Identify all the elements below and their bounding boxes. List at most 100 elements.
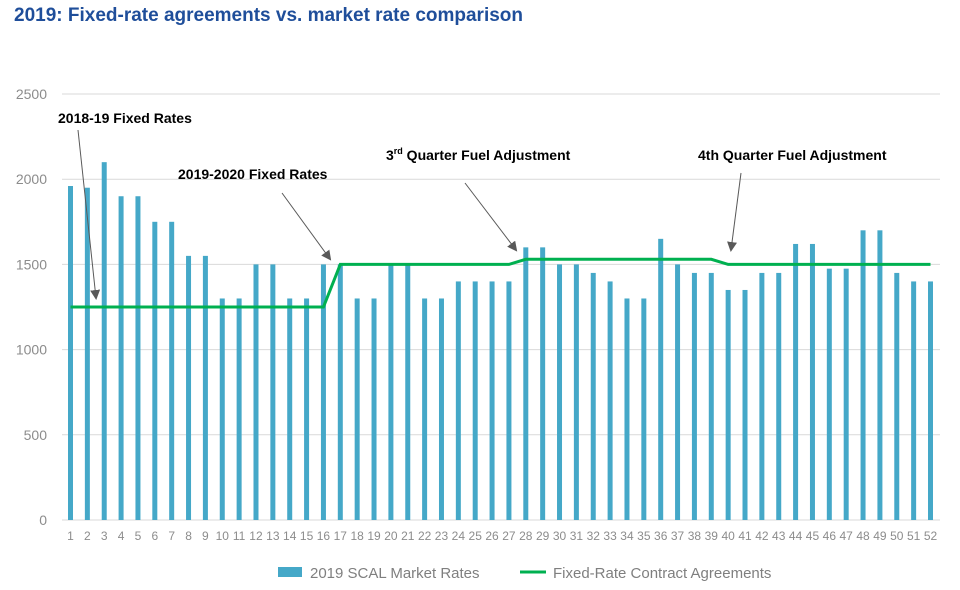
bar-week-7 [169,221,175,521]
x-tick-label: 22 [418,529,432,543]
annotation-arrow [77,129,101,300]
x-tick-label: 17 [334,529,348,543]
y-tick-label: 500 [24,427,48,443]
x-tick-label: 34 [620,529,634,543]
x-tick-label: 10 [216,529,230,543]
bar-week-51 [911,281,917,520]
bar-week-47 [843,268,849,520]
x-tick-label: 14 [283,529,297,543]
bar-week-1 [68,186,73,521]
x-tick-label: 13 [266,529,280,543]
bar-week-19 [371,298,377,520]
x-tick-label: 51 [907,529,921,543]
x-tick-label: 35 [637,529,651,543]
annotation-2018-19: 2018-19 Fixed Rates [58,110,192,126]
bar-week-6 [152,221,158,521]
bar-week-45 [809,243,815,520]
bar-week-27 [506,281,512,520]
legend: 2019 SCAL Market Rates Fixed-Rate Contra… [278,565,771,582]
x-tick-label: 9 [202,529,209,543]
bar-week-37 [675,264,681,520]
x-tick-label: 37 [671,529,685,543]
x-tick-label: 21 [401,529,415,543]
legend-label-market: 2019 SCAL Market Rates [310,565,480,582]
y-tick-label: 1000 [16,342,47,358]
x-tick-label: 45 [806,529,820,543]
bar-week-21 [405,264,411,520]
bar-week-42 [759,272,765,520]
bar-week-22 [422,298,428,520]
fixed-rate-line [70,257,931,309]
bar-week-28 [523,247,529,521]
bar-week-48 [860,230,866,520]
x-tick-label: 41 [738,529,752,543]
bar-week-38 [691,272,697,520]
annotation-q3-rest: Quarter Fuel Adjustment [403,147,571,163]
chart-title: 2019: Fixed-rate agreements vs. market r… [14,5,524,26]
legend-swatch-bar [278,567,302,577]
bar-week-35 [641,298,647,520]
x-tick-label: 15 [300,529,314,543]
legend-label-fixed: Fixed-Rate Contract Agreements [553,565,771,582]
x-tick-label: 26 [485,529,499,543]
x-tick-label: 20 [384,529,398,543]
x-tick-label: 8 [185,529,192,543]
bar-week-52 [928,281,933,520]
bar-week-40 [725,289,731,520]
x-tick-label: 39 [705,529,719,543]
bar-week-18 [354,298,360,520]
x-tick-label: 33 [603,529,617,543]
x-tick-label: 1 [67,529,74,543]
x-tick-label: 40 [721,529,735,543]
bar-week-15 [304,298,310,520]
bar-week-43 [776,272,782,520]
x-tick-label: 52 [924,529,938,543]
annotation-q3-num: 3 [386,147,394,163]
annotation-arrow [727,172,742,252]
bar-week-24 [455,281,461,520]
bar-week-34 [624,298,630,520]
bar-week-46 [826,268,832,520]
bar-week-32 [590,272,596,520]
annotation-2019-2020: 2019-2020 Fixed Rates [178,166,328,182]
x-tick-label: 23 [435,529,449,543]
x-tick-label: 16 [317,529,331,543]
x-tick-label: 28 [519,529,533,543]
x-tick-label: 49 [873,529,887,543]
bar-week-16 [320,264,326,520]
annotation-q4: 4th Quarter Fuel Adjustment [698,147,887,163]
x-tick-label: 7 [168,529,175,543]
bar-week-17 [337,264,343,520]
annotation-q3: 3rd Quarter Fuel Adjustment [386,146,571,163]
bar-week-23 [438,298,444,520]
bar-week-8 [186,255,192,520]
x-tick-label: 2 [84,529,91,543]
x-tick-label: 44 [789,529,803,543]
bar-week-11 [236,298,242,520]
x-tick-label: 43 [772,529,786,543]
x-tick-label: 48 [856,529,870,543]
bar-week-14 [287,298,293,520]
x-tick-label: 4 [118,529,125,543]
bar-week-2 [84,187,90,520]
bar-week-10 [219,298,225,520]
bar-week-29 [540,247,546,521]
x-tick-label: 3 [101,529,108,543]
x-tick-label: 50 [890,529,904,543]
y-tick-label: 0 [39,512,47,528]
x-tick-label: 18 [350,529,364,543]
bar-week-4 [118,196,124,521]
x-tick-label: 42 [755,529,769,543]
bar-week-41 [742,289,748,520]
bar-week-50 [894,272,900,520]
annotation-arrow [464,182,518,252]
x-tick-label: 31 [570,529,584,543]
bar-week-13 [270,264,276,520]
annotation-arrow [281,192,332,261]
x-tick-label: 27 [502,529,516,543]
x-tick-label: 12 [249,529,263,543]
x-tick-label: 11 [233,529,246,543]
y-tick-label: 1500 [16,256,47,272]
bar-week-39 [708,272,714,520]
